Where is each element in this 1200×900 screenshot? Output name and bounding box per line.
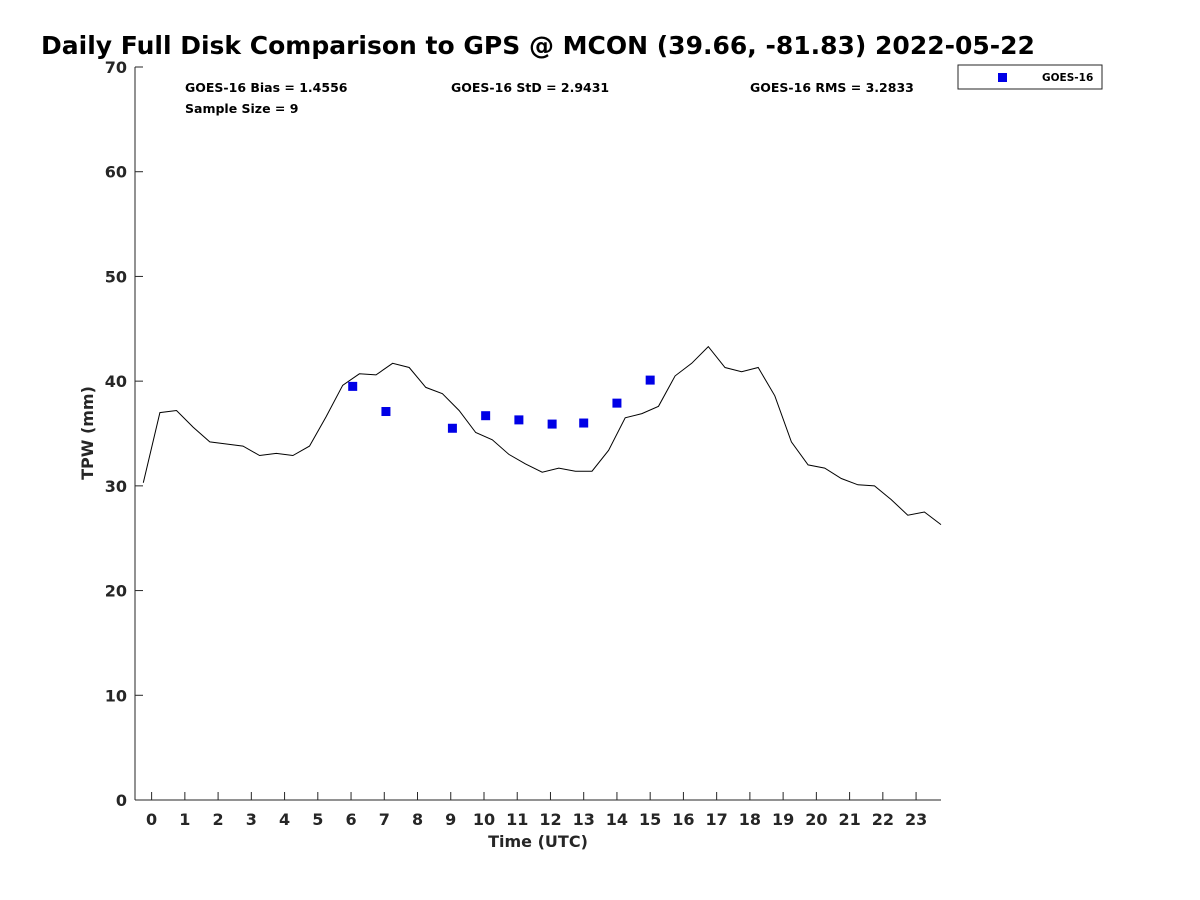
goes16-point <box>579 418 589 428</box>
series-layer <box>142 345 942 525</box>
goes16-point <box>514 415 524 425</box>
y-axis-label: TPW (mm) <box>78 386 97 480</box>
y-tick-label: 10 <box>105 686 127 705</box>
goes16-point <box>547 419 557 429</box>
stats-annotations: GOES-16 Bias = 1.4556 GOES-16 StD = 2.94… <box>185 80 914 116</box>
x-tick-label: 1 <box>179 810 190 829</box>
legend-marker-goes16 <box>998 73 1007 82</box>
x-tick-label: 4 <box>279 810 290 829</box>
y-ticks: 0 10 20 30 40 50 60 70 <box>105 58 143 810</box>
x-tick-label: 23 <box>905 810 927 829</box>
x-tick-label: 20 <box>805 810 827 829</box>
x-tick-label: 18 <box>739 810 761 829</box>
x-tick-label: 6 <box>345 810 356 829</box>
x-tick-label: 9 <box>445 810 456 829</box>
gps-series-line <box>142 345 942 525</box>
goes16-point <box>381 407 391 417</box>
x-tick-label: 17 <box>706 810 728 829</box>
x-tick-label: 11 <box>506 810 528 829</box>
x-tick-label: 3 <box>246 810 257 829</box>
goes16-point <box>447 423 457 433</box>
std-stat: GOES-16 StD = 2.9431 <box>451 80 609 95</box>
x-ticks: 0 1 2 3 4 5 6 7 8 9 10 11 12 13 14 15 16 17 18 19 20 21 22 23 <box>146 792 927 829</box>
x-tick-label: 15 <box>639 810 661 829</box>
goes16-point <box>348 381 358 391</box>
x-tick-label: 8 <box>412 810 423 829</box>
bias-stat: GOES-16 Bias = 1.4556 <box>185 80 348 95</box>
x-tick-label: 2 <box>213 810 224 829</box>
x-axis-label: Time (UTC) <box>488 832 588 851</box>
plot-area <box>134 67 941 801</box>
x-tick-label: 22 <box>872 810 894 829</box>
y-tick-label: 30 <box>105 477 127 496</box>
x-tick-label: 21 <box>838 810 860 829</box>
x-tick-label: 10 <box>473 810 495 829</box>
y-tick-label: 50 <box>105 267 127 286</box>
y-tick-label: 60 <box>105 163 127 182</box>
chart-title: Daily Full Disk Comparison to GPS @ MCON… <box>41 31 1035 60</box>
sample-size-stat: Sample Size = 9 <box>185 101 298 116</box>
y-tick-label: 20 <box>105 582 127 601</box>
x-tick-label: 16 <box>672 810 694 829</box>
legend-box <box>957 64 1103 90</box>
legend-label-goes16: GOES-16 <box>1042 72 1093 84</box>
y-tick-label: 0 <box>116 791 127 810</box>
x-tick-label: 7 <box>379 810 390 829</box>
x-tick-label: 0 <box>146 810 157 829</box>
x-tick-label: 13 <box>573 810 595 829</box>
x-tick-label: 12 <box>539 810 561 829</box>
x-tick-label: 19 <box>772 810 794 829</box>
goes16-point <box>481 411 491 421</box>
y-tick-label: 40 <box>105 372 127 391</box>
plot-background <box>135 67 941 800</box>
legend: GOES-16 <box>957 64 1103 90</box>
x-tick-label: 5 <box>312 810 323 829</box>
rms-stat: GOES-16 RMS = 3.2833 <box>750 80 914 95</box>
x-tick-label: 14 <box>606 810 628 829</box>
goes16-point <box>645 375 655 385</box>
y-tick-label: 70 <box>105 58 127 77</box>
goes16-point <box>612 398 622 408</box>
